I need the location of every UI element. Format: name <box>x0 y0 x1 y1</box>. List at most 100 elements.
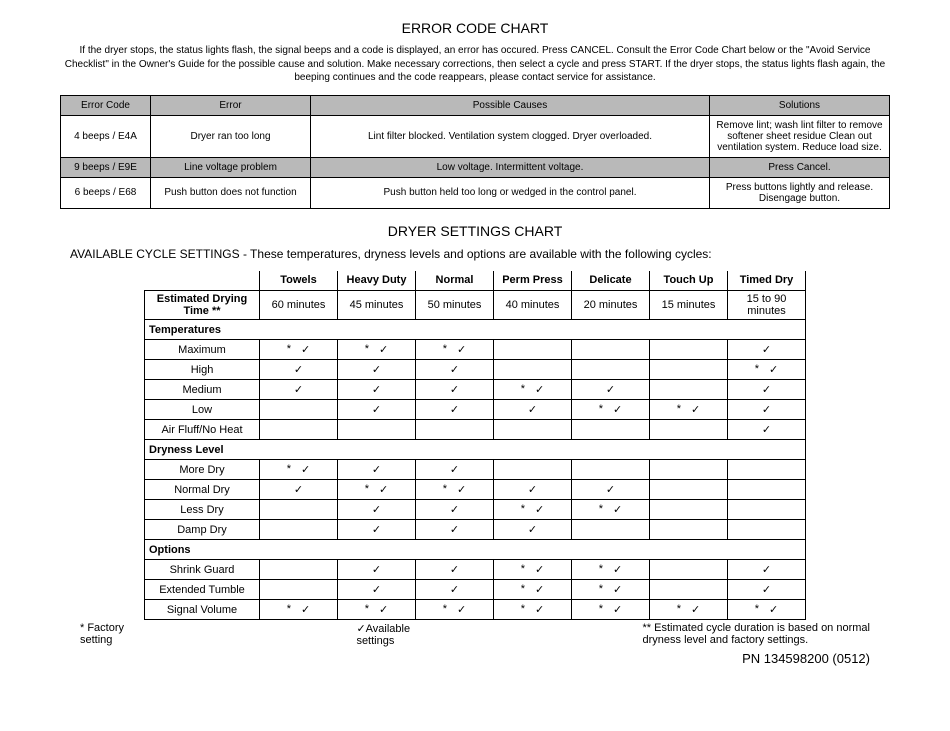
check-icon <box>606 483 615 496</box>
settings-cell <box>650 500 728 520</box>
settings-row: High <box>145 360 806 380</box>
check-icon <box>769 603 778 616</box>
settings-cell <box>494 460 572 480</box>
settings-cell <box>338 580 416 600</box>
est-time-cell: 60 minutes <box>260 291 338 320</box>
check-icon <box>372 583 381 596</box>
settings-cell <box>338 480 416 500</box>
settings-cell <box>650 560 728 580</box>
settings-row: More Dry <box>145 460 806 480</box>
check-icon <box>762 343 771 356</box>
settings-cell <box>416 360 494 380</box>
star-icon <box>755 363 759 376</box>
check-icon <box>372 363 381 376</box>
check-icon <box>535 503 544 516</box>
settings-cell <box>494 580 572 600</box>
error-table-header: Error <box>151 95 311 115</box>
error-table-cell: Push button held too long or wedged in t… <box>311 177 710 208</box>
settings-table: TowelsHeavy DutyNormalPerm PressDelicate… <box>144 271 806 621</box>
row-label: Normal Dry <box>145 480 260 500</box>
settings-cell <box>572 500 650 520</box>
settings-cell <box>728 360 806 380</box>
check-icon <box>613 583 622 596</box>
settings-cell <box>416 460 494 480</box>
settings-cell <box>260 580 338 600</box>
cycle-header: Perm Press <box>494 271 572 291</box>
settings-cell <box>494 500 572 520</box>
settings-cell <box>260 460 338 480</box>
check-icon <box>691 403 700 416</box>
settings-row: Damp Dry <box>145 520 806 540</box>
check-icon <box>379 603 388 616</box>
cycle-header: Towels <box>260 271 338 291</box>
cycle-header: Delicate <box>572 271 650 291</box>
settings-cell <box>650 520 728 540</box>
settings-cell <box>260 560 338 580</box>
row-label: Less Dry <box>145 500 260 520</box>
row-label: Maximum <box>145 340 260 360</box>
check-icon <box>762 563 771 576</box>
settings-cell <box>728 500 806 520</box>
est-time-cell: 40 minutes <box>494 291 572 320</box>
error-table-cell: Lint filter blocked. Ventilation system … <box>311 115 710 157</box>
row-label: More Dry <box>145 460 260 480</box>
settings-cell <box>494 520 572 540</box>
check-icon <box>301 463 310 476</box>
settings-cell <box>728 460 806 480</box>
check-icon <box>450 383 459 396</box>
settings-row: Signal Volume <box>145 600 806 620</box>
settings-cell <box>728 520 806 540</box>
settings-cell <box>416 520 494 540</box>
error-table-header: Error Code <box>61 95 151 115</box>
settings-cell <box>338 420 416 440</box>
footnotes: * Factory setting ✓Available settings **… <box>80 622 870 647</box>
check-icon <box>535 583 544 596</box>
check-icon <box>450 363 459 376</box>
est-time-cell: 20 minutes <box>572 291 650 320</box>
settings-cell <box>728 400 806 420</box>
check-icon <box>372 463 381 476</box>
settings-cell <box>416 340 494 360</box>
settings-row: Less Dry <box>145 500 806 520</box>
star-icon <box>599 583 603 596</box>
error-table-cell: 9 beeps / E9E <box>61 157 151 177</box>
error-table-cell: Low voltage. Intermittent voltage. <box>311 157 710 177</box>
check-icon <box>691 603 700 616</box>
row-label: High <box>145 360 260 380</box>
error-table-row: 9 beeps / E9ELine voltage problemLow vol… <box>61 157 890 177</box>
settings-cell <box>338 460 416 480</box>
blank-corner <box>145 271 260 291</box>
error-table-row: 6 beeps / E68Push button does not functi… <box>61 177 890 208</box>
row-label: Damp Dry <box>145 520 260 540</box>
footnote-factory: * Factory setting <box>80 622 124 647</box>
error-table-header: Solutions <box>710 95 890 115</box>
settings-row: Shrink Guard <box>145 560 806 580</box>
star-icon <box>521 583 525 596</box>
settings-cell <box>338 400 416 420</box>
settings-cell <box>728 480 806 500</box>
settings-cell <box>260 480 338 500</box>
check-icon <box>613 403 622 416</box>
settings-cell <box>572 460 650 480</box>
check-icon <box>535 603 544 616</box>
star-icon <box>521 503 525 516</box>
star-icon <box>599 503 603 516</box>
settings-cell <box>572 580 650 600</box>
footnote-estimated: ** Estimated cycle duration is based on … <box>643 622 870 647</box>
error-table-cell: Push button does not function <box>151 177 311 208</box>
star-icon <box>287 603 291 616</box>
row-label: Air Fluff/No Heat <box>145 420 260 440</box>
check-icon <box>372 503 381 516</box>
settings-cell <box>260 520 338 540</box>
check-icon <box>457 343 466 356</box>
check-icon <box>294 383 303 396</box>
settings-cell <box>260 380 338 400</box>
star-icon <box>443 343 447 356</box>
error-chart-title: ERROR CODE CHART <box>60 20 890 36</box>
settings-row: Extended Tumble <box>145 580 806 600</box>
star-icon <box>677 603 681 616</box>
settings-cell <box>650 420 728 440</box>
check-icon <box>379 343 388 356</box>
settings-cell <box>650 400 728 420</box>
check-icon <box>528 523 537 536</box>
